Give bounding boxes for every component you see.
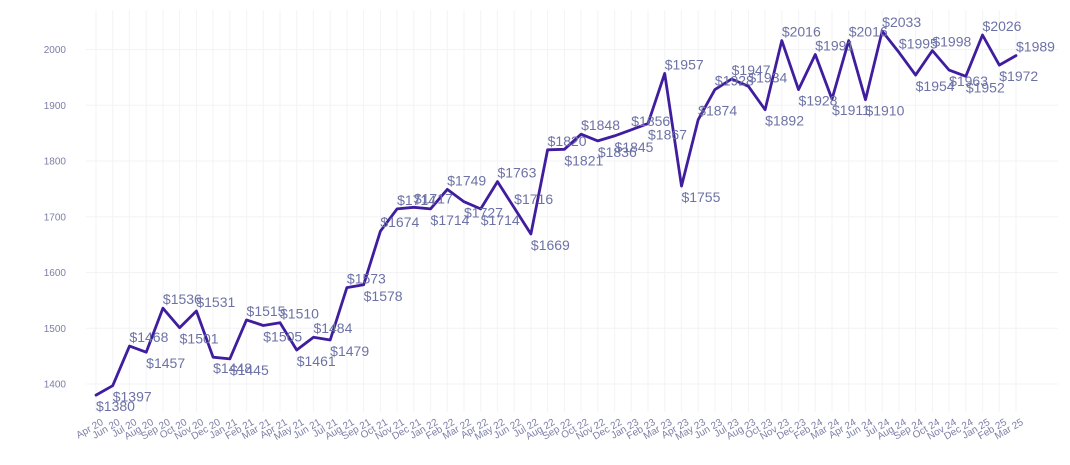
data-label: $1445 [230,362,269,378]
data-label: $1845 [615,139,654,155]
data-label: $1995 [899,35,938,51]
data-label: $1874 [698,103,737,119]
data-label: $1468 [129,329,168,345]
data-label: $1578 [364,288,403,304]
data-label: $1991 [815,38,854,54]
data-label: $1717 [414,190,453,206]
y-tick-label: 1800 [44,157,67,168]
data-label: $2033 [882,14,921,30]
data-label: $1952 [966,79,1005,95]
data-label: $1479 [330,343,369,359]
y-tick-label: 1700 [44,212,67,223]
data-label: $1714 [431,212,470,228]
data-label: $1461 [297,353,336,369]
data-label: $1536 [163,291,202,307]
y-axis: 1400 1500 1600 1700 1800 1900 2000 [44,45,67,391]
data-label: $1836 [598,144,637,160]
vertical-gridlines [95,10,1017,412]
data-label: $1989 [1016,39,1055,55]
data-label: $1755 [681,189,720,205]
data-label: $1714 [397,192,436,208]
data-label: $1573 [347,271,386,287]
data-label: $1457 [146,355,185,371]
data-label: $1848 [581,117,620,133]
data-label: $1484 [313,320,352,336]
data-label: $1947 [732,62,771,78]
data-label: $1397 [113,389,152,405]
data-label: $1727 [464,205,503,221]
data-label: $1998 [932,34,971,50]
price-series-line [94,29,1018,397]
y-tick-label: 2000 [44,45,67,56]
data-label: $1867 [648,127,687,143]
data-label: $1716 [514,191,553,207]
data-label: $1380 [96,398,135,414]
y-tick-label: 1600 [44,268,67,279]
data-label: $1674 [380,214,419,230]
data-label: $1515 [247,303,286,319]
data-label: $1972 [999,68,1038,84]
data-label: $1531 [196,294,235,310]
data-label: $1749 [447,172,486,188]
data-label: $1714 [481,212,520,228]
y-tick-label: 1400 [44,380,67,391]
data-label: $1763 [497,165,536,181]
data-label: $1856 [631,113,670,129]
data-label: $1963 [949,73,988,89]
data-label: $2026 [983,18,1022,34]
data-label: $1928 [799,93,838,109]
data-label: $1821 [564,152,603,168]
data-label: $1957 [665,56,704,72]
data-label: $1669 [531,237,570,253]
data-label: $1928 [715,73,754,89]
data-label: $1911 [832,102,870,118]
data-label: $1910 [865,103,904,119]
y-tick-label: 1900 [44,101,67,112]
data-label: $1510 [280,306,319,322]
horizontal-gridlines [86,49,1058,385]
data-label: $1820 [548,133,587,149]
data-labels: $1380$1397 $1468 $1457 $1536 $1501 $1531 $1448… [96,14,1055,414]
data-label: $1448 [213,360,252,376]
data-label: $1501 [180,331,219,347]
data-label: $2016 [782,24,821,40]
data-label: $1934 [748,69,787,85]
data-label: $1505 [263,328,302,344]
data-label: $1892 [765,113,804,129]
data-label: $1954 [916,78,955,94]
y-tick-label: 1500 [44,324,67,335]
data-label: $2016 [849,24,888,40]
